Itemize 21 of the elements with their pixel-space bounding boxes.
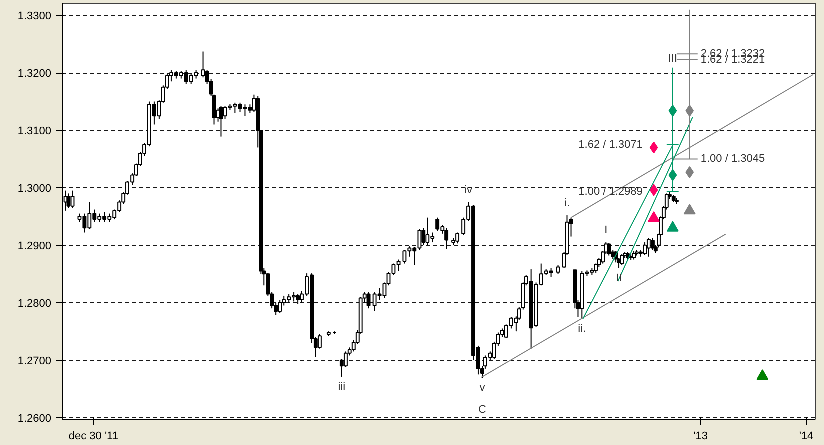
y-tick-label: 1.2900 xyxy=(18,240,52,252)
annotation: i. xyxy=(564,198,570,210)
annotation: I xyxy=(604,224,608,237)
x-tick-label: dec 30 '11 xyxy=(68,430,118,442)
annotation: v xyxy=(480,382,486,394)
y-tick-label: 1.3000 xyxy=(18,182,52,195)
annotation: iii xyxy=(338,380,346,393)
annotation: C xyxy=(478,404,487,416)
annotation: III xyxy=(668,52,678,65)
y-tick-label: 1.2700 xyxy=(18,355,52,368)
annotation: ii. xyxy=(578,322,586,335)
annotation: iv xyxy=(464,184,474,196)
x-tick-label: '13 xyxy=(694,430,708,442)
y-tick-label: 1.2800 xyxy=(18,298,52,310)
y-tick-label: 1.3200 xyxy=(18,68,52,80)
y-tick-label: 1.2600 xyxy=(18,412,52,425)
y-tick-label: 1.3100 xyxy=(18,125,52,138)
annotation: 1.62 / 1.3071 xyxy=(578,138,643,151)
annotation: 1.00 / 1.3045 xyxy=(700,153,766,166)
y-tick-label: 1.3300 xyxy=(18,10,52,23)
x-tick-label: '14 xyxy=(799,430,814,442)
